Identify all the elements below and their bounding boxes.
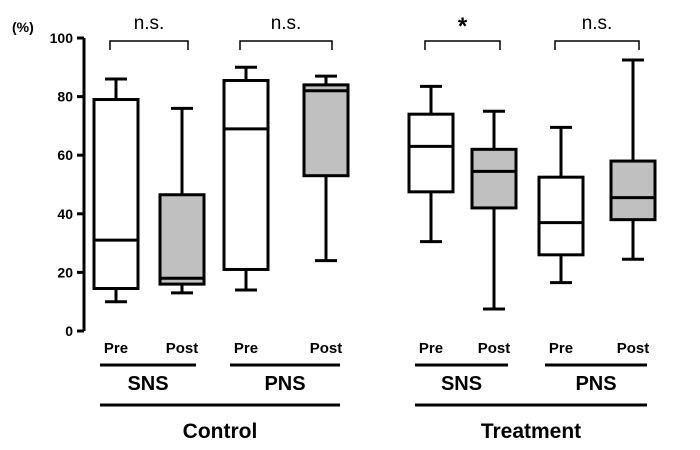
box-category-label: Pre	[419, 340, 443, 357]
y-tick-label: 80	[57, 89, 73, 105]
significance-brackets: n.s. n.s. * n.s.	[109, 13, 640, 50]
significance-label: n.s.	[582, 13, 613, 34]
box-category-label: Post	[617, 340, 650, 357]
significance-bracket	[424, 40, 501, 50]
box-iqr	[302, 83, 350, 178]
box-iqr	[407, 112, 455, 194]
significance-bracket	[554, 40, 640, 50]
subgroup-label: SNS	[127, 373, 168, 395]
y-tick-label: 0	[65, 323, 73, 339]
group-label: Treatment	[481, 420, 581, 443]
box-category-label: Pre	[104, 340, 128, 357]
significance-label: *	[458, 13, 468, 40]
y-tick-label: 40	[57, 206, 73, 222]
significance-label: n.s.	[271, 13, 302, 34]
boxes	[92, 58, 657, 311]
group-label: Control	[183, 420, 258, 443]
y-axis-label: (%)	[12, 19, 34, 35]
significance-label: n.s.	[134, 13, 165, 34]
significance-bracket	[239, 40, 333, 50]
box-iqr	[222, 78, 270, 271]
y-tick-label: 100	[50, 30, 74, 46]
box-category-label: Post	[310, 340, 343, 357]
y-tick-label: 60	[57, 147, 73, 163]
box-iqr	[92, 98, 140, 291]
subgroup-label: PNS	[575, 373, 616, 395]
y-tick-label: 20	[57, 264, 73, 280]
box-iqr	[537, 175, 585, 257]
box-iqr	[158, 193, 206, 286]
box-category-label: Post	[478, 340, 511, 357]
box-category-label: Pre	[234, 340, 258, 357]
subgroup-label: PNS	[264, 373, 305, 395]
box-iqr	[470, 147, 518, 210]
subgroup-label: SNS	[441, 373, 482, 395]
box-category-label: Pre	[549, 340, 573, 357]
box-iqr	[609, 159, 657, 222]
box-category-label: Post	[166, 340, 199, 357]
y-axis: 0 20 40 60 80 100	[50, 30, 86, 339]
significance-bracket	[109, 40, 189, 50]
